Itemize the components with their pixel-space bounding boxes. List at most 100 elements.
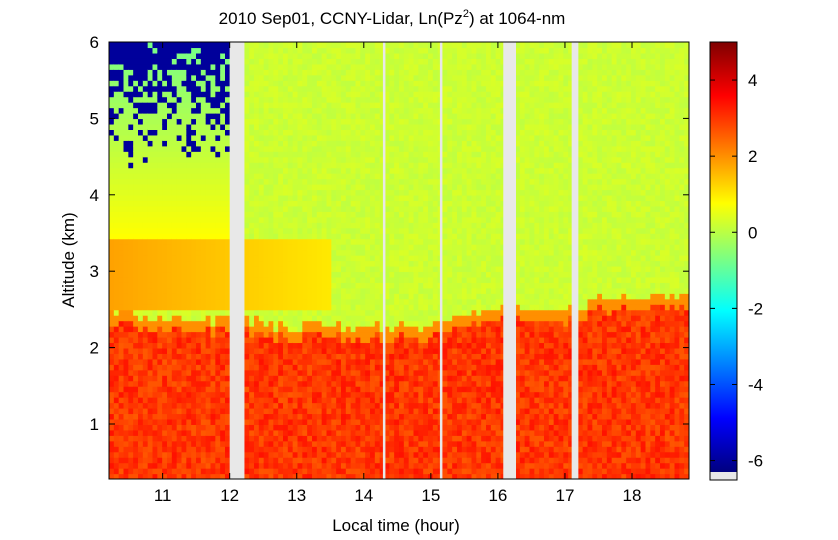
heatmap-cell	[254, 173, 260, 180]
heatmap-cell	[283, 184, 289, 191]
heatmap-cell	[138, 364, 144, 371]
heatmap-cell	[316, 200, 323, 207]
heatmap-cell	[254, 293, 260, 300]
heatmap-cell	[123, 194, 129, 202]
heatmap-cell	[307, 222, 313, 229]
heatmap-cell	[176, 69, 183, 76]
heatmap-cell	[113, 407, 120, 415]
heatmap-cell	[374, 293, 381, 300]
heatmap-cell	[408, 386, 415, 393]
heatmap-cell	[258, 91, 265, 98]
heatmap-cell	[321, 413, 328, 420]
heatmap-cell	[268, 107, 274, 114]
heatmap-cell	[316, 74, 323, 81]
heatmap-cell	[384, 358, 390, 365]
heatmap-cell	[312, 265, 318, 273]
heatmap-cell	[176, 238, 183, 245]
heatmap-cell	[196, 342, 202, 349]
heatmap-cell	[307, 468, 313, 475]
heatmap-cell	[186, 107, 192, 114]
heatmap-cell	[215, 63, 221, 70]
heatmap-cell	[365, 102, 371, 109]
heatmap-cell	[138, 402, 144, 409]
heatmap-cell	[312, 331, 318, 338]
heatmap-cell	[249, 342, 255, 349]
heatmap-cell	[292, 74, 299, 81]
heatmap-cell	[355, 462, 361, 469]
heatmap-cell	[370, 205, 376, 212]
heatmap-cell	[283, 265, 289, 273]
heatmap-cell	[374, 304, 381, 311]
heatmap-cell	[258, 52, 265, 59]
heatmap-cell	[118, 265, 125, 273]
heatmap-cell	[321, 167, 328, 174]
heatmap-cell	[138, 260, 144, 267]
heatmap-cell	[254, 145, 260, 152]
heatmap-cell	[171, 326, 178, 333]
heatmap-cell	[220, 151, 226, 158]
heatmap-cell	[350, 80, 357, 87]
heatmap-cell	[258, 391, 265, 398]
heatmap-cell	[215, 473, 221, 479]
heatmap-cell	[254, 123, 260, 130]
heatmap-cell	[345, 418, 352, 425]
heatmap-cell	[399, 320, 405, 327]
heatmap-cell	[147, 315, 154, 322]
heatmap-cell	[312, 189, 318, 196]
heatmap-cell	[307, 145, 313, 152]
heatmap-cell	[215, 173, 221, 180]
heatmap-cell	[181, 451, 187, 458]
heatmap-cell	[321, 451, 328, 458]
heatmap-cell	[273, 320, 279, 327]
heatmap-cell	[292, 407, 299, 415]
heatmap-cell	[215, 260, 221, 267]
heatmap-cell	[370, 178, 376, 185]
heatmap-cell	[181, 102, 187, 109]
heatmap-cell	[225, 113, 231, 120]
heatmap-cell	[345, 244, 352, 251]
heatmap-cell	[379, 80, 386, 87]
heatmap-cell	[283, 309, 289, 316]
heatmap-cell	[283, 118, 289, 125]
heatmap-cell	[157, 233, 163, 240]
heatmap-cell	[292, 457, 299, 464]
heatmap-cell	[370, 326, 376, 333]
heatmap-cell	[225, 244, 231, 251]
heatmap-cell	[200, 446, 207, 453]
heatmap-cell	[181, 233, 187, 240]
heatmap-cell	[249, 320, 255, 327]
heatmap-cell	[171, 407, 178, 415]
heatmap-cell	[273, 309, 279, 316]
heatmap-cell	[123, 211, 129, 218]
heatmap-cell	[389, 402, 395, 409]
heatmap-cell	[181, 315, 187, 322]
heatmap-cell	[205, 287, 212, 294]
heatmap-cell	[152, 145, 158, 152]
heatmap-cell	[331, 446, 337, 453]
heatmap-cell	[312, 282, 318, 289]
heatmap-cell	[379, 69, 386, 76]
heatmap-cell	[312, 238, 318, 245]
heatmap-cell	[331, 375, 337, 382]
heatmap-cell	[326, 298, 332, 305]
heatmap-cell	[113, 320, 120, 327]
heatmap-cell	[254, 52, 260, 59]
heatmap-cell	[147, 265, 154, 273]
heatmap-cell	[399, 244, 405, 251]
heatmap-cell	[278, 200, 284, 207]
heatmap-cell	[210, 63, 216, 70]
heatmap-cell	[123, 244, 129, 251]
heatmap-cell	[389, 407, 395, 415]
heatmap-cell	[157, 304, 163, 311]
heatmap-cell	[162, 326, 168, 333]
heatmap-cell	[316, 402, 323, 409]
heatmap-cell	[365, 375, 371, 382]
heatmap-cell	[379, 85, 386, 92]
heatmap-cell	[341, 326, 347, 333]
heatmap-cell	[384, 276, 390, 283]
heatmap-cell	[210, 315, 216, 322]
heatmap-cell	[268, 156, 274, 163]
heatmap-cell	[109, 462, 115, 469]
heatmap-cell	[292, 145, 299, 152]
heatmap-cell	[118, 249, 125, 256]
